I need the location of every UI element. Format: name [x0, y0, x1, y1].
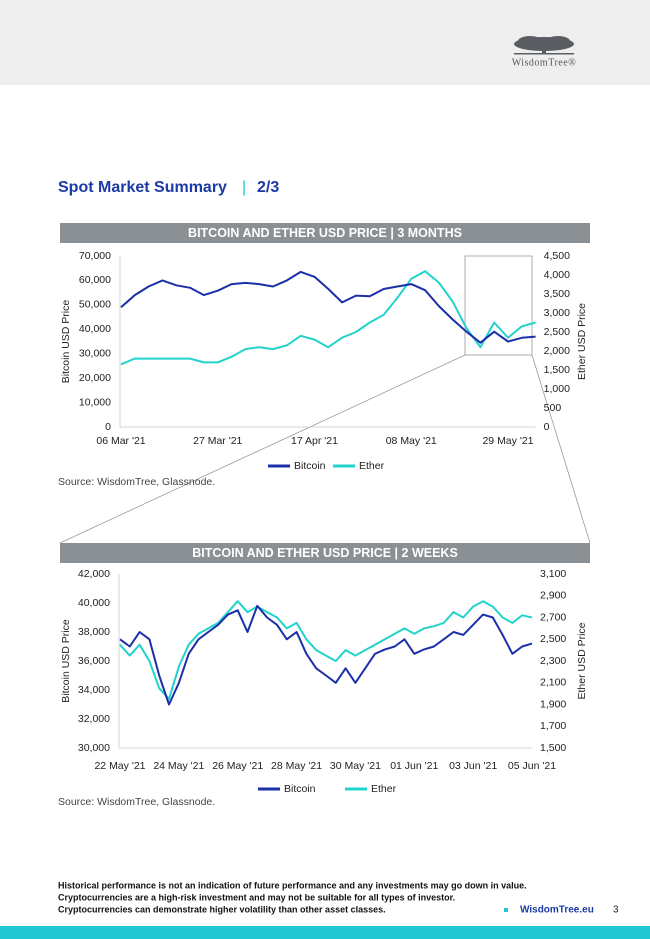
y2-tick-label: 2,500: [540, 633, 566, 645]
y2-tick-label: 1,000: [544, 383, 570, 395]
y-tick-label: 30,000: [79, 347, 111, 359]
y2-tick-label: 2,500: [544, 326, 570, 338]
source-note: Source: WisdomTree, Glassnode.: [58, 796, 215, 808]
website[interactable]: WisdomTree.eu: [520, 905, 594, 916]
x-tick-label: 06 Mar '21: [96, 435, 145, 447]
series-line: [119, 604, 533, 706]
y-tick-label: 40,000: [79, 323, 111, 335]
y-tick-label: 50,000: [79, 299, 111, 311]
y-axis-title: Bitcoin USD Price: [60, 300, 72, 384]
y2-tick-label: 1,500: [544, 364, 570, 376]
x-tick-label: 05 Jun '21: [508, 760, 556, 772]
y2-tick-label: 2,900: [540, 590, 566, 602]
y2-tick-label: 2,300: [540, 655, 566, 667]
x-tick-label: 01 Jun '21: [390, 760, 438, 772]
logo-text: WisdomTree®: [512, 57, 577, 68]
y-tick-label: 10,000: [79, 396, 111, 408]
y2-tick-label: 3,000: [544, 307, 570, 319]
logo-tree: [514, 36, 574, 55]
legend-label: Ether: [359, 460, 385, 472]
y2-tick-label: 4,000: [544, 269, 570, 281]
x-tick-label: 28 May '21: [271, 760, 322, 772]
y2-tick-label: 2,700: [540, 611, 566, 623]
section-separator: |: [242, 179, 246, 196]
y-tick-label: 60,000: [79, 274, 111, 286]
y2-axis-title: Ether USD Price: [576, 622, 588, 699]
section-part: 2/3: [257, 179, 279, 196]
y-tick-label: 34,000: [78, 684, 110, 696]
source-note: Source: WisdomTree, Glassnode.: [58, 476, 215, 488]
y2-tick-label: 4,500: [544, 250, 570, 262]
x-tick-label: 26 May '21: [212, 760, 263, 772]
section-title: Spot Market Summary: [58, 179, 227, 196]
x-tick-label: 22 May '21: [94, 760, 145, 772]
chart-title-bar: [60, 543, 590, 563]
x-tick-label: 03 Jun '21: [449, 760, 497, 772]
x-tick-label: 17 Apr '21: [291, 435, 338, 447]
legend-label: Bitcoin: [294, 460, 326, 472]
chart-title-bar: [60, 223, 590, 243]
y-tick-label: 38,000: [78, 626, 110, 638]
legend-label: Bitcoin: [284, 783, 316, 795]
y2-tick-label: 2,000: [544, 345, 570, 357]
x-tick-label: 29 May '21: [482, 435, 533, 447]
x-tick-label: 30 May '21: [330, 760, 381, 772]
y-tick-label: 42,000: [78, 568, 110, 580]
disclaimer: Historical performance is not an indicat…: [58, 880, 527, 890]
y2-axis-title: Ether USD Price: [576, 303, 588, 380]
x-tick-label: 27 Mar '21: [193, 435, 242, 447]
y2-tick-label: 1,500: [540, 742, 566, 754]
y-tick-label: 36,000: [78, 655, 110, 667]
series-line: [119, 600, 533, 701]
y-axis-title: Bitcoin USD Price: [60, 619, 72, 703]
y-tick-label: 70,000: [79, 250, 111, 262]
y2-tick-label: 1,700: [540, 720, 566, 732]
y2-tick-label: 1,900: [540, 698, 566, 710]
zoom-indicator: [59, 255, 591, 544]
y-tick-label: 40,000: [78, 597, 110, 609]
disclaimer: Cryptocurrencies are a high-risk investm…: [58, 892, 455, 902]
y-tick-label: 30,000: [78, 742, 110, 754]
y2-tick-label: 2,100: [540, 677, 566, 689]
series-line: [120, 270, 536, 344]
x-tick-label: 08 May '21: [386, 435, 437, 447]
page-number: 3: [613, 905, 619, 916]
bullet: [504, 908, 508, 912]
x-tick-label: 24 May '21: [153, 760, 204, 772]
footer-band: [0, 926, 650, 939]
disclaimer: Cryptocurrencies can demonstrate higher …: [58, 904, 386, 914]
y-tick-label: 20,000: [79, 372, 111, 384]
chart-title: BITCOIN AND ETHER USD PRICE | 2 WEEKS: [192, 546, 458, 560]
y-tick-label: 32,000: [78, 713, 110, 725]
y2-tick-label: 0: [544, 421, 550, 433]
chart-title: BITCOIN AND ETHER USD PRICE | 3 MONTHS: [188, 226, 462, 240]
series-line: [120, 270, 536, 366]
legend-label: Ether: [371, 783, 397, 795]
y2-tick-label: 3,500: [544, 288, 570, 300]
y2-tick-label: 3,100: [540, 568, 566, 580]
y-tick-label: 0: [105, 421, 111, 433]
y2-tick-label: 500: [544, 402, 562, 414]
